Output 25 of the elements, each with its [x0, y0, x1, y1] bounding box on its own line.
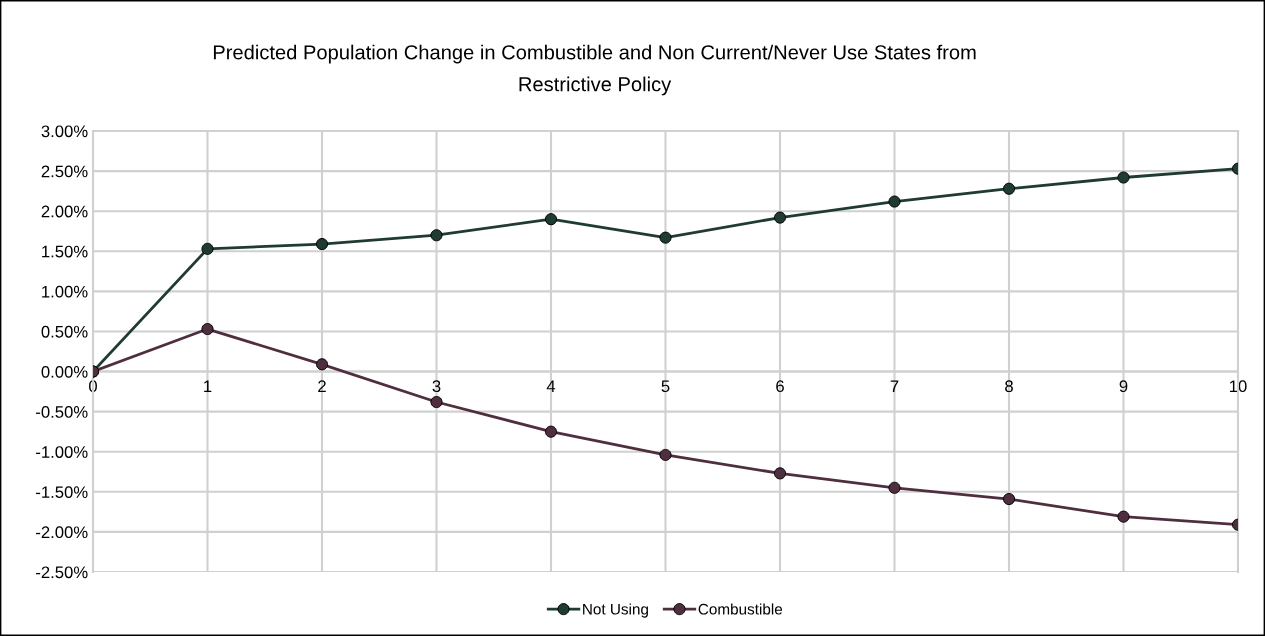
y-tick-label: -1.50%: [36, 486, 88, 499]
x-tick-label: 9: [1119, 380, 1128, 393]
y-tick-label: -1.00%: [36, 446, 88, 458]
x-tick-label: 4: [546, 380, 556, 392]
legend-label: Not Using: [583, 603, 648, 618]
x-tick-label: 5: [661, 380, 670, 393]
x-tick-label: 8: [1005, 380, 1013, 393]
x-tick-label: 7: [890, 380, 899, 392]
y-tick-label: -2.00%: [36, 526, 88, 539]
x-tick-label: 10: [1230, 380, 1247, 393]
x-tick-label: 6: [776, 380, 784, 393]
legend-label: Combustible: [698, 603, 783, 615]
y-tick-label: 2.00%: [41, 205, 88, 218]
y-tick-label: 0.00%: [41, 365, 88, 378]
y-tick-label: 0.50%: [41, 325, 88, 338]
y-tick-label: 3.00%: [41, 125, 88, 138]
y-tick-label: 1.00%: [42, 285, 88, 298]
y-tick-label: -2.50%: [36, 566, 88, 579]
x-tick-label: 2: [318, 380, 326, 392]
y-tick-label: 2.50%: [41, 165, 88, 178]
y-tick-label: -0.50%: [36, 406, 88, 418]
x-tick-label: 3: [432, 380, 441, 393]
x-tick-label: 1: [204, 380, 212, 392]
chart-title: Predicted Population Change in Combustible and Non Current/Never Use States from Restrictive Policy: [213, 44, 976, 96]
y-tick-label: 1.50%: [42, 245, 88, 258]
